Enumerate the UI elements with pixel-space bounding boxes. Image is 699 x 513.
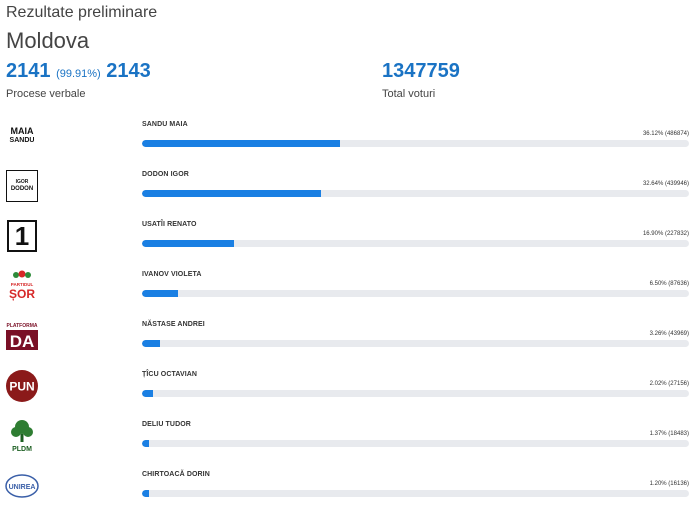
partidul-sor-icon: PARTIDUL ȘOR [4, 268, 40, 304]
logo-word: MAIA [10, 126, 34, 136]
logo-word: PUN [9, 380, 34, 394]
processed-count: 2141 [6, 60, 51, 82]
result-bar-fill [142, 140, 340, 147]
results-header: Rezultate preliminare Moldova [6, 4, 157, 54]
candidate-row: IGOR DODON DODON IGOR 32.64% (439946) [0, 168, 699, 218]
votes-stat: 1347759 Total voturi [382, 60, 460, 100]
candidate-name: IVANOV VIOLETA [142, 271, 202, 278]
logo-word: UNIREA [9, 484, 36, 491]
total-votes-count: 1347759 [382, 60, 460, 82]
logo-small-text: PARTIDUL [11, 282, 34, 287]
platforma-da-icon: PLATFORMA DA [4, 318, 40, 354]
candidate-name: CHIRTOACĂ DORIN [142, 471, 210, 478]
result-bar-track [142, 140, 689, 147]
candidate-name: DELIU TUDOR [142, 421, 191, 428]
votes-label: Total voturi [382, 88, 436, 100]
candidate-row: 1 USATÎI RENATO 16.90% (227832) [0, 218, 699, 268]
candidate-result: 1.20% (16136) [649, 481, 689, 487]
result-bar-fill [142, 390, 154, 397]
maia-sandu-logo-text: MAIA SANDU [10, 127, 35, 145]
candidate-row: PARTIDUL ȘOR IVANOV VIOLETA 6.50% (87636) [0, 268, 699, 318]
total-reports-count: 2143 [106, 60, 151, 82]
logo-word: 1 [7, 220, 37, 252]
candidate-result: 6.50% (87636) [649, 281, 689, 287]
pldm-tree-icon: PLDM [4, 418, 40, 454]
processed-percent: (99.91%) [56, 68, 101, 80]
logo-small-text: PLATFORMA [6, 323, 37, 329]
candidate-row: PLATFORMA DA NĂSTASE ANDREI 3.26% (43969) [0, 318, 699, 368]
candidate-name: USATÎI RENATO [142, 221, 197, 228]
logo-word: IGOR [15, 179, 29, 185]
region-name: Moldova [6, 28, 90, 53]
logo-word: DODON [10, 186, 34, 192]
candidate-result: 32.64% (439946) [642, 181, 689, 187]
candidates-list: MAIA SANDU SANDU MAIA 36.12% (486874) IGOR DO… [0, 118, 699, 513]
result-bar-fill [142, 440, 150, 447]
result-bar-fill [142, 190, 321, 197]
result-bar-track [142, 390, 689, 397]
stats-panel: 2141 (99.91%) 2143 Procese verbale 13477… [6, 60, 696, 104]
candidate-row: UNIREA CHIRTOACĂ DORIN 1.20% (16136) [0, 468, 699, 513]
result-bar-track [142, 440, 689, 447]
result-bar-fill [142, 240, 235, 247]
candidate-result: 16.90% (227832) [642, 231, 689, 237]
reports-label: Procese verbale [6, 88, 86, 100]
page-title: Rezultate preliminare [6, 4, 158, 21]
result-bar-track [142, 340, 689, 347]
igor-dodon-icon: IGOR DODON [4, 168, 40, 204]
logo-word: ȘOR [9, 287, 35, 301]
candidate-row: MAIA SANDU SANDU MAIA 36.12% (486874) [0, 118, 699, 168]
result-bar-track [142, 490, 689, 497]
candidate-result: 1.37% (18483) [649, 431, 689, 437]
candidate-row: PUN ȚÎCU OCTAVIAN 2.02% (27156) [0, 368, 699, 418]
maia-sandu-icon: MAIA SANDU [4, 118, 40, 154]
result-bar-fill [142, 290, 178, 297]
candidate-name: ȚÎCU OCTAVIAN [142, 371, 198, 378]
candidate-name: NĂSTASE ANDREI [142, 321, 205, 328]
candidate-result: 36.12% (486874) [642, 131, 689, 137]
logo-word: DA [10, 332, 35, 351]
result-bar-track [142, 190, 689, 197]
candidate-name: DODON IGOR [142, 171, 189, 178]
pun-icon: PUN [4, 368, 40, 404]
candidate-name: SANDU MAIA [142, 121, 188, 128]
nostra-one-icon: 1 [4, 218, 40, 254]
logo-word: PLDM [12, 446, 32, 453]
reports-stat: 2141 (99.91%) 2143 Procese verbale [6, 60, 151, 100]
unirea-icon: UNIREA [4, 468, 40, 504]
candidate-result: 2.02% (27156) [649, 381, 689, 387]
result-bar-fill [142, 340, 160, 347]
candidate-row: PLDM DELIU TUDOR 1.37% (18483) [0, 418, 699, 468]
candidate-result: 3.26% (43969) [649, 331, 689, 337]
result-bar-track [142, 290, 689, 297]
result-bar-track [142, 240, 689, 247]
result-bar-fill [142, 490, 149, 497]
logo-word: SANDU [9, 137, 35, 144]
